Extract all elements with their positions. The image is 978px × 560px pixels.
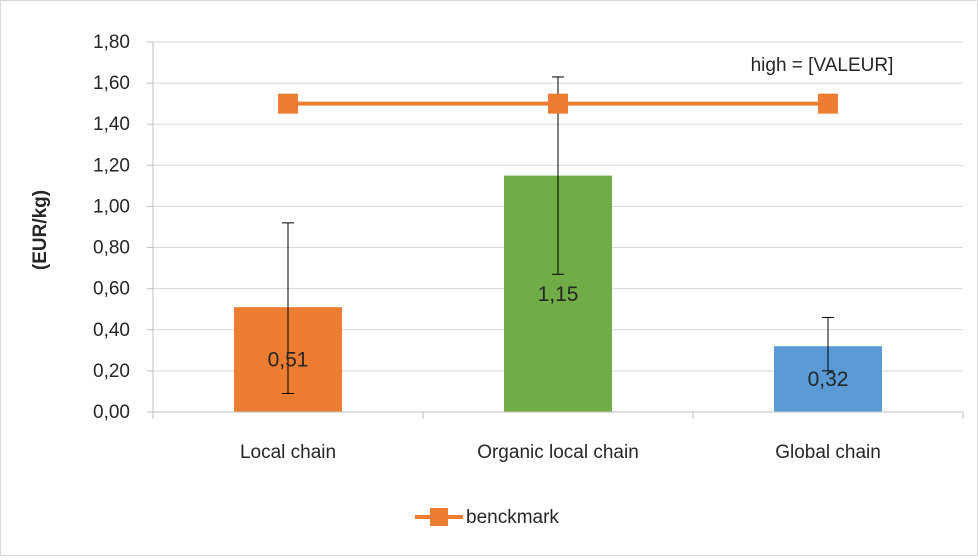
benchmark-marker	[278, 93, 298, 114]
y-tick-label: 1,60	[93, 73, 130, 94]
y-tick-label: 0,80	[93, 238, 130, 259]
legend-marker-swatch	[430, 508, 448, 526]
x-tick-label: Local chain	[240, 442, 336, 463]
y-tick-label: 0,20	[93, 361, 130, 382]
axes	[147, 41, 964, 419]
x-tick-label: Global chain	[775, 442, 881, 463]
y-tick-label: 0,00	[93, 402, 130, 423]
legend-label: benckmark	[466, 507, 559, 528]
benchmark-marker	[818, 93, 838, 114]
benchmark-marker	[548, 93, 568, 114]
y-tick-label: 1,00	[93, 196, 130, 217]
y-tick-label: 1,20	[93, 155, 130, 176]
x-tick-label: Organic local chain	[477, 442, 639, 463]
annotation-label: high = [VALEUR]	[751, 55, 894, 76]
benchmark-series	[278, 93, 838, 114]
y-tick-label: 0,60	[93, 279, 130, 300]
y-axis-title: (EUR/kg)	[30, 190, 51, 270]
y-tick-label: 0,40	[93, 320, 130, 341]
data-label: 0,51	[268, 349, 309, 372]
labels: 0,00 0,20 0,40 0,60 0,80 1,00 1,20 1,40 1,60 1,80…	[93, 32, 881, 463]
data-label: 1,15	[538, 283, 579, 306]
y-tick-label: 1,40	[93, 114, 130, 135]
y-tick-label: 1,80	[93, 32, 130, 53]
legend: benckmark	[415, 507, 559, 528]
data-label: 0,32	[808, 368, 849, 391]
